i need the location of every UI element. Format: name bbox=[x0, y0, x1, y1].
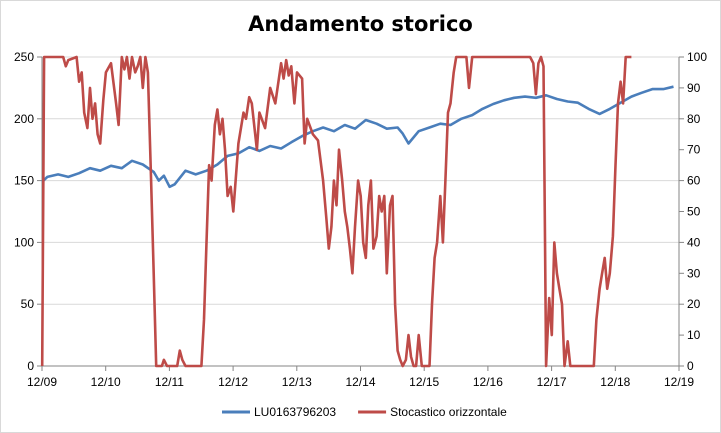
y-right-tick-label: 70 bbox=[687, 143, 701, 157]
x-tick-label: 12/19 bbox=[664, 375, 694, 389]
y-right-tick-label: 90 bbox=[687, 81, 701, 95]
y-left-tick-label: 200 bbox=[14, 112, 34, 126]
y-left-tick-label: 100 bbox=[14, 235, 34, 249]
x-tick-label: 12/14 bbox=[345, 375, 375, 389]
y-right-tick-label: 30 bbox=[687, 266, 701, 280]
series-line-2 bbox=[40, 55, 632, 368]
legend: LU0163796203 Stocastico orizzontale bbox=[222, 405, 507, 419]
series-lines bbox=[40, 55, 674, 368]
x-tick-label: 12/16 bbox=[473, 375, 503, 389]
y-right-tick-label: 80 bbox=[687, 112, 701, 126]
y-left-tick-label: 0 bbox=[27, 359, 34, 373]
y-right-tick-label: 100 bbox=[687, 50, 707, 64]
legend-label-2: Stocastico orizzontale bbox=[390, 405, 507, 419]
y-right-tick-label: 60 bbox=[687, 174, 701, 188]
x-tick-label: 12/11 bbox=[155, 375, 184, 389]
x-tick-label: 12/15 bbox=[409, 375, 439, 389]
x-tick-label: 12/09 bbox=[27, 375, 57, 389]
x-tick-label: 12/18 bbox=[600, 375, 630, 389]
y-right-tick-labels: 0 10 20 30 40 50 60 70 80 90 100 bbox=[687, 50, 707, 373]
y-right-tick-label: 20 bbox=[687, 297, 701, 311]
y-right-tick-label: 50 bbox=[687, 205, 701, 219]
y-right-tick-label: 0 bbox=[687, 359, 694, 373]
y-left-tick-label: 250 bbox=[14, 50, 34, 64]
chart-title: Andamento storico bbox=[248, 12, 473, 36]
x-tick-label: 12/12 bbox=[218, 375, 248, 389]
y-left-tick-labels: 0 50 100 150 200 250 bbox=[14, 50, 34, 373]
x-tick-label: 12/10 bbox=[91, 375, 121, 389]
y-left-tick-label: 150 bbox=[14, 174, 34, 188]
legend-label-1: LU0163796203 bbox=[254, 405, 336, 419]
x-tick-label: 12/17 bbox=[537, 375, 567, 389]
series-line-1 bbox=[41, 85, 674, 189]
y-left-tick-label: 50 bbox=[21, 297, 35, 311]
y-right-tick-label: 10 bbox=[687, 328, 701, 342]
y-right-tick-label: 40 bbox=[687, 235, 701, 249]
x-tick-label: 12/13 bbox=[282, 375, 312, 389]
x-tick-labels: 12/09 12/10 12/11 12/12 12/13 12/14 12/15 12/16… bbox=[27, 375, 694, 389]
gridlines bbox=[42, 56, 679, 305]
